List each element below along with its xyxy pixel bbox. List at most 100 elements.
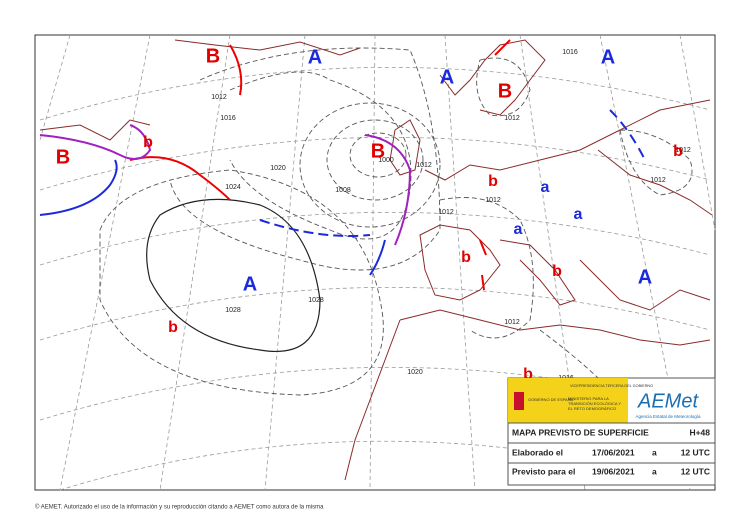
- isobar-label: 1012: [438, 209, 454, 216]
- coastlines: [39, 39, 713, 481]
- pressure-center: B: [498, 80, 512, 102]
- coast-africa-north: [399, 309, 711, 346]
- isobar: [299, 102, 441, 228]
- valid-time: 12 UTC: [681, 466, 710, 476]
- issued-date: 17/06/2021: [592, 447, 635, 457]
- issued-label: Elaborado el: [512, 447, 563, 457]
- warm-front: [129, 156, 231, 201]
- isobar: [169, 47, 441, 271]
- meridian: [39, 34, 71, 141]
- meridian: [59, 34, 151, 491]
- parallel: [39, 366, 711, 421]
- lead-time: H+48: [689, 427, 710, 437]
- government-text: GOBIERNO DE ESPAÑA: [528, 397, 574, 402]
- parallel: [39, 66, 711, 121]
- isobar-label: 1012: [211, 94, 227, 101]
- issued-at: a: [652, 447, 657, 457]
- occluded-front: [364, 134, 412, 246]
- coast-africa-west: [344, 319, 401, 481]
- pressure-center: b: [168, 319, 178, 336]
- isobar: [439, 197, 534, 339]
- isobar-label: 1012: [504, 115, 520, 122]
- pressure-center: a: [541, 179, 550, 196]
- coast-britain: [389, 119, 421, 176]
- meridian: [679, 34, 716, 231]
- pressure-center: A: [308, 46, 322, 68]
- coast-italy: [499, 239, 576, 306]
- pressure-center: A: [243, 273, 257, 295]
- valid-at: a: [652, 466, 657, 476]
- isobar: [476, 57, 531, 117]
- coast-balkans: [579, 259, 711, 311]
- isobar-label: 1028: [308, 297, 324, 304]
- parallel: [39, 136, 711, 191]
- government-banner: [508, 378, 628, 423]
- trough: [609, 109, 646, 161]
- isobar-label: 1012: [504, 319, 520, 326]
- isobar-1028: [146, 198, 321, 352]
- isobar-label: 1012: [416, 162, 432, 169]
- pressure-center: A: [601, 46, 615, 68]
- warm-front: [229, 44, 243, 96]
- ministry-wrap: MINISTERIO PARA LA TRANSICIÓN ECOLÓGICA …: [568, 396, 621, 411]
- parallel: [39, 211, 711, 266]
- pressure-center: a: [514, 221, 523, 238]
- pressure-center: a: [574, 206, 583, 223]
- occluded-front: [39, 124, 152, 160]
- coast-canada: [39, 119, 151, 141]
- valid-label: Previsto para el: [512, 466, 575, 476]
- coast-greenland: [174, 39, 361, 56]
- pressure-center: b: [523, 366, 533, 383]
- pressure-centers: A A A A A B B B Bb b b b b b b a a a: [56, 45, 683, 383]
- isobar-label: 1008: [335, 187, 351, 194]
- isobar-label: 1012: [485, 197, 501, 204]
- pressure-center: b: [143, 134, 153, 151]
- pressure-center: A: [638, 266, 652, 288]
- valid-date: 19/06/2021: [592, 466, 635, 476]
- coast-east: [597, 149, 713, 216]
- isobar-label: 1016: [220, 115, 236, 122]
- pressure-center: b: [552, 263, 562, 280]
- meridian: [264, 34, 306, 491]
- aemet-logo: AEMet: [637, 390, 699, 412]
- isobar-label: 1028: [225, 307, 241, 314]
- cold-front: [39, 159, 118, 216]
- pressure-center: A: [440, 66, 454, 88]
- isobar-label: 1012: [650, 177, 666, 184]
- isobar-label: 1000: [378, 157, 394, 164]
- agency-name: Agencia Estatal de Meteorología: [635, 414, 701, 419]
- meridian: [444, 34, 476, 491]
- issued-time: 12 UTC: [681, 447, 710, 457]
- isobars: [99, 47, 693, 396]
- isobar-label: 1024: [225, 184, 241, 191]
- trough: [479, 239, 487, 291]
- isobar: [99, 169, 384, 396]
- isobar-label: 1020: [270, 165, 286, 172]
- fronts: [39, 39, 646, 291]
- cold-front: [369, 239, 386, 276]
- pressure-center: b: [461, 249, 471, 266]
- coast-iberia: [419, 224, 501, 301]
- map-title: MAPA PREVISTO DE SUPERFICIE: [512, 427, 649, 437]
- pressure-center: B: [56, 146, 70, 168]
- pressure-center: b: [488, 173, 498, 190]
- copyright-footer: © AEMET. Autorizado el uso de la informa…: [35, 504, 324, 511]
- pressure-center: b: [673, 143, 683, 160]
- isobar: [326, 119, 424, 201]
- trough: [494, 39, 511, 56]
- info-box: GOBIERNO DE ESPAÑA VICEPRESIDENCIA TERCE…: [507, 377, 716, 486]
- coast-europe-north: [424, 99, 711, 181]
- vicepresidency-text: VICEPRESIDENCIA TERCERA DEL GOBIERNO: [570, 384, 653, 388]
- isobar: [349, 132, 407, 178]
- isobar: [619, 129, 693, 196]
- meridian: [369, 34, 376, 491]
- isobar-label: 1012: [675, 147, 691, 154]
- coast-scandinavia: [439, 39, 546, 116]
- ministry-text: MINISTERIO PARA LA TRANSICIÓN ECOLÓGICA …: [568, 396, 621, 411]
- pressure-center: B: [371, 140, 385, 162]
- isobar: [229, 71, 412, 240]
- isobar-label: 1016: [562, 49, 578, 56]
- coat-of-arms: [514, 392, 524, 410]
